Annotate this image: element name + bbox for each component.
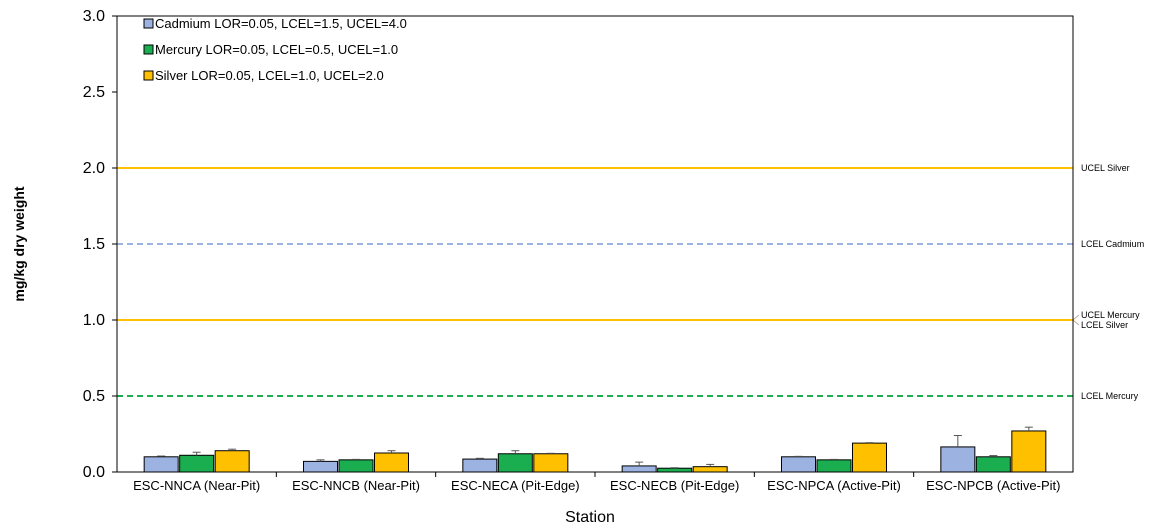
ref-leader-line: [1072, 314, 1080, 321]
bar: [621, 465, 657, 473]
ref-label: UCEL Silver: [1081, 163, 1130, 173]
bar: [179, 454, 215, 473]
y-tick-label: 0.0: [83, 464, 105, 481]
x-axis-title: Station: [565, 509, 615, 526]
bar: [214, 450, 250, 473]
bar: [657, 467, 693, 473]
legend-swatch: [143, 70, 154, 81]
ref-label: LCEL Silver: [1081, 320, 1128, 330]
bar: [497, 453, 533, 473]
bar: [940, 446, 976, 473]
ref-leader-line: [1072, 319, 1080, 326]
x-tick-label: ESC-NECB (Pit-Edge): [610, 478, 739, 493]
x-tick-label: ESC-NNCA (Near-Pit): [133, 478, 260, 493]
y-tick-label: 0.5: [83, 388, 105, 405]
axes: 0.0 0.5 1.0 1.5 2.0 2.5 3.0 ESC-NNCA (Near-Pit)…: [83, 8, 1074, 493]
y-tick-label: 2.0: [83, 160, 105, 177]
y-tick-label: 3.0: [83, 8, 105, 25]
legend-label: Cadmium LOR=0.05, LCEL=1.5, UCEL=4.0: [155, 16, 407, 31]
x-tick-label: ESC-NPCA (Active-Pit): [767, 478, 901, 493]
bars: [143, 426, 1047, 473]
bar: [816, 459, 852, 473]
y-tick-label: 1.0: [83, 312, 105, 329]
bar: [781, 456, 816, 473]
x-tick-label: ESC-NNCB (Near-Pit): [292, 478, 420, 493]
bar: [303, 460, 338, 473]
x-tick-label: ESC-NECA (Pit-Edge): [451, 478, 580, 493]
legend-swatch: [143, 44, 154, 55]
bar: [462, 458, 498, 473]
y-tick-label: 1.5: [83, 236, 105, 253]
bar: [143, 456, 179, 473]
bar: [975, 456, 1011, 473]
legend: Cadmium LOR=0.05, LCEL=1.5, UCEL=4.0 Merc…: [143, 16, 407, 83]
y-axis-title: mg/kg dry weight: [11, 186, 27, 301]
y-tick-label: 2.5: [83, 84, 105, 101]
ref-label: UCEL Mercury: [1081, 310, 1140, 320]
bar: [374, 452, 409, 473]
bar: [692, 466, 728, 473]
legend-swatch: [143, 18, 154, 29]
legend-label: Mercury LOR=0.05, LCEL=0.5, UCEL=1.0: [155, 42, 398, 57]
bar: [338, 459, 374, 473]
bar: [533, 453, 569, 473]
bar: [1011, 430, 1047, 473]
x-tick-label: ESC-NPCB (Active-Pit): [926, 478, 1060, 493]
bar: [852, 442, 887, 473]
ref-label: LCEL Cadmium: [1081, 239, 1144, 249]
ref-label: LCEL Mercury: [1081, 391, 1139, 401]
legend-label: Silver LOR=0.05, LCEL=1.0, UCEL=2.0: [155, 68, 384, 83]
